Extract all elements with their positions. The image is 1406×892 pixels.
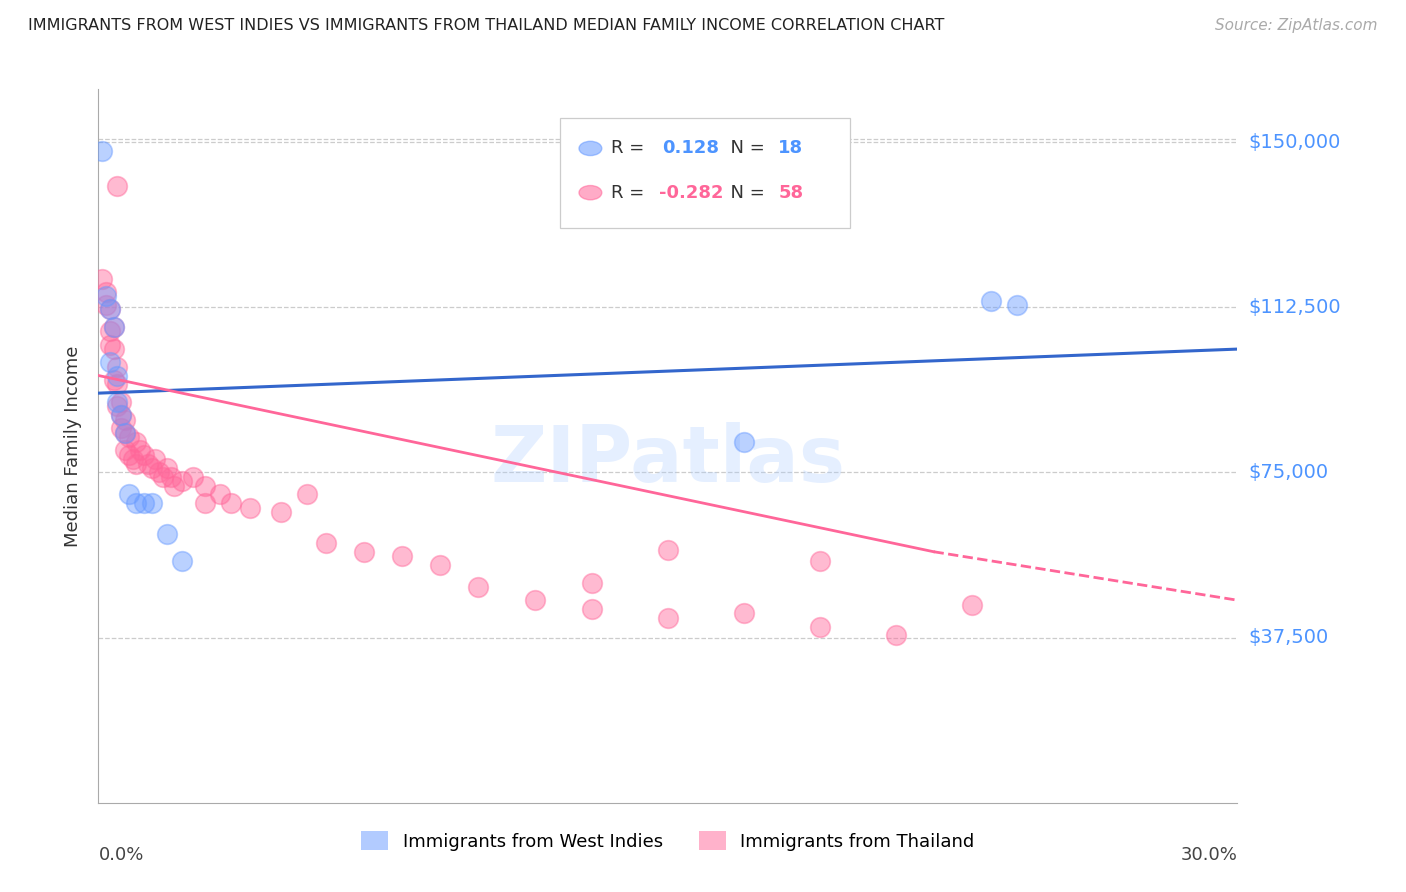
Point [98,302,121,317]
Point [125,496,148,510]
Point [110,395,132,409]
Point [353,545,375,559]
Point [194,478,217,492]
Point [98,302,121,317]
Point [118,487,141,501]
Point [107,395,129,409]
Point [132,496,155,510]
Point [467,580,489,594]
Text: 0.0%: 0.0% [98,846,143,863]
Point [163,478,186,492]
Point [103,320,125,334]
Text: N =: N = [718,184,770,202]
Point [91,271,114,285]
Text: $37,500: $37,500 [1249,628,1329,647]
Point [194,496,217,510]
Point [94,285,117,299]
Point [103,342,125,356]
Point [129,443,152,458]
Circle shape [579,141,602,155]
Point [145,452,167,467]
Point [170,553,193,567]
Point [979,293,1001,308]
Legend: Immigrants from West Indies, Immigrants from Thailand: Immigrants from West Indies, Immigrants … [354,824,981,858]
Point [581,575,603,590]
Point [148,466,170,480]
Point [884,628,907,642]
Point [808,553,831,567]
Point [170,475,193,489]
Point [183,470,205,484]
Text: Source: ZipAtlas.com: Source: ZipAtlas.com [1215,18,1378,33]
Point [103,373,125,387]
Point [141,461,163,475]
Point [136,457,159,471]
Point [657,542,679,557]
Point [114,443,136,458]
Text: -0.282: -0.282 [659,184,723,202]
Text: 30.0%: 30.0% [1181,846,1237,863]
Point [159,470,181,484]
Text: R =: R = [610,139,650,157]
Point [107,400,129,414]
Point [98,325,121,339]
Text: $75,000: $75,000 [1249,463,1329,482]
Circle shape [579,186,602,200]
Point [94,289,117,303]
Point [152,470,174,484]
Point [125,434,148,449]
Point [107,368,129,383]
Point [429,558,451,572]
Point [114,425,136,440]
Point [581,602,603,616]
Point [208,487,231,501]
Point [114,425,136,440]
Point [239,500,262,515]
Point [110,408,132,422]
Point [125,457,148,471]
Point [94,298,117,312]
Point [118,430,141,444]
Point [98,337,121,351]
Point [118,448,141,462]
Point [156,527,179,541]
Point [91,144,114,158]
Point [270,505,292,519]
Point [524,593,547,607]
Text: 0.128: 0.128 [662,139,718,157]
Text: $112,500: $112,500 [1249,298,1341,317]
Point [141,496,163,510]
Point [103,320,125,334]
Text: 18: 18 [779,139,803,157]
Point [107,359,129,374]
Point [107,179,129,194]
Point [114,412,136,426]
Point [315,536,337,550]
Point [297,487,319,501]
Text: R =: R = [610,184,650,202]
Point [98,355,121,369]
Point [1005,298,1028,312]
Text: N =: N = [718,139,770,157]
Point [391,549,413,563]
Y-axis label: Median Family Income: Median Family Income [65,345,83,547]
Point [221,496,243,510]
Text: IMMIGRANTS FROM WEST INDIES VS IMMIGRANTS FROM THAILAND MEDIAN FAMILY INCOME COR: IMMIGRANTS FROM WEST INDIES VS IMMIGRANT… [28,18,945,33]
Text: ZIPatlas: ZIPatlas [491,422,845,499]
FancyBboxPatch shape [560,118,851,228]
Point [107,377,129,392]
Text: $150,000: $150,000 [1249,133,1341,152]
Point [733,607,755,621]
Point [808,619,831,633]
Text: 58: 58 [779,184,803,202]
Point [110,408,132,422]
Point [110,421,132,435]
Point [657,611,679,625]
Point [132,448,155,462]
Point [733,434,755,449]
Point [156,461,179,475]
Point [121,452,143,467]
Point [960,598,983,612]
